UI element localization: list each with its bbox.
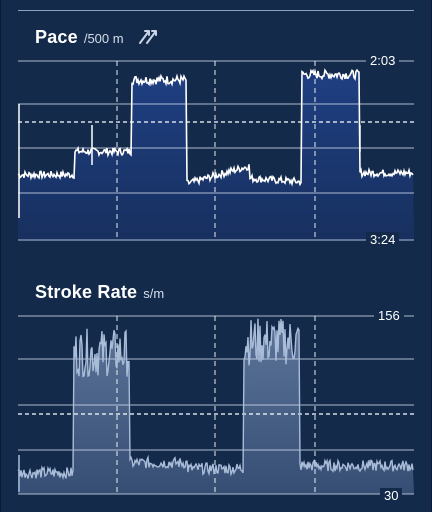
pace-area: [18, 70, 414, 241]
pace-unit: /500 m: [83, 31, 124, 46]
stroke-chart[interactable]: [17, 315, 414, 495]
pace-panel-title: Pace /500 m: [35, 27, 124, 48]
pace-title: Pace: [35, 27, 78, 47]
stroke-panel-title: Stroke Rate s/m: [35, 282, 164, 303]
pace-chart[interactable]: [17, 60, 414, 241]
top-divider: [18, 10, 414, 11]
stroke-unit: s/m: [143, 286, 165, 301]
split-arrows-icon[interactable]: [138, 27, 158, 45]
stroke-series-line: [17, 318, 414, 481]
stroke-top-label: 156: [374, 308, 404, 323]
pace-bottom-label: 3:24: [366, 232, 400, 247]
stroke-bottom-label: 30: [380, 488, 403, 503]
stroke-title: Stroke Rate: [35, 282, 138, 302]
left-edge: [0, 0, 1, 512]
pace-top-label: 2:03: [366, 53, 400, 68]
pace-series-line: [17, 68, 414, 187]
